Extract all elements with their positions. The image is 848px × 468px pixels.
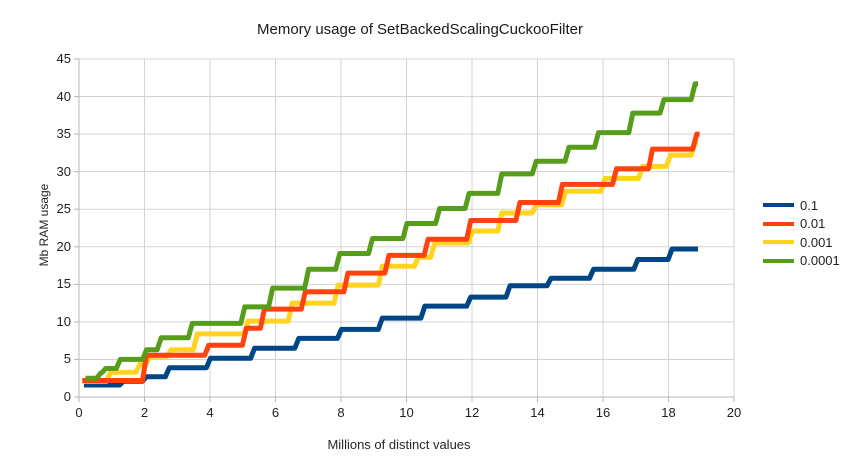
x-tick-label: 18 (661, 405, 676, 420)
series-line-0.0001 (85, 81, 698, 381)
y-tick-label: 30 (56, 163, 71, 179)
chart-title: Memory usage of SetBackedScalingCuckooFi… (257, 21, 583, 38)
y-tick-label: 5 (63, 351, 71, 367)
x-tick-label: 0 (75, 405, 83, 420)
y-tick-label: 10 (56, 313, 71, 329)
legend-label: 0.01 (800, 216, 826, 232)
legend-label: 0.1 (800, 197, 819, 213)
legend-line-swatch (763, 240, 794, 245)
x-tick-label: 16 (595, 405, 611, 420)
x-tick-label: 6 (271, 405, 280, 420)
x-tick-label: 10 (399, 405, 414, 420)
x-tick-label: 20 (726, 405, 742, 420)
legend: 0.1 0.01 0.001 0.0001 (763, 198, 840, 268)
legend-item-0.01: 0.01 (763, 216, 840, 232)
y-tick-label: 0 (63, 389, 71, 404)
legend-item-0.0001: 0.0001 (763, 253, 840, 269)
x-tick-label: 12 (464, 405, 480, 420)
y-tick-label: 25 (56, 201, 71, 217)
x-tick-label: 14 (530, 405, 545, 420)
x-axis-title: Millions of distinct values (327, 437, 471, 452)
legend-line-swatch (763, 203, 794, 207)
series-line-0.001 (82, 139, 698, 384)
x-tick-label: 2 (140, 405, 149, 420)
legend-line-swatch (763, 258, 794, 263)
legend-item-0.1: 0.1 (763, 197, 840, 213)
y-tick-label: 45 (56, 51, 71, 66)
legend-item-0.001: 0.001 (763, 234, 840, 250)
series-line-0.01 (82, 131, 700, 383)
y-tick-label: 35 (56, 126, 71, 142)
x-tick-label: 4 (206, 405, 214, 420)
y-tick-label: 20 (56, 238, 71, 254)
series-line-0.1 (83, 246, 698, 388)
legend-line-swatch (763, 221, 794, 226)
y-tick-label: 15 (56, 276, 71, 292)
legend-label: 0.0001 (800, 253, 840, 269)
y-tick-label: 40 (56, 88, 71, 104)
legend-label: 0.001 (800, 234, 833, 250)
x-tick-label: 8 (337, 405, 345, 420)
